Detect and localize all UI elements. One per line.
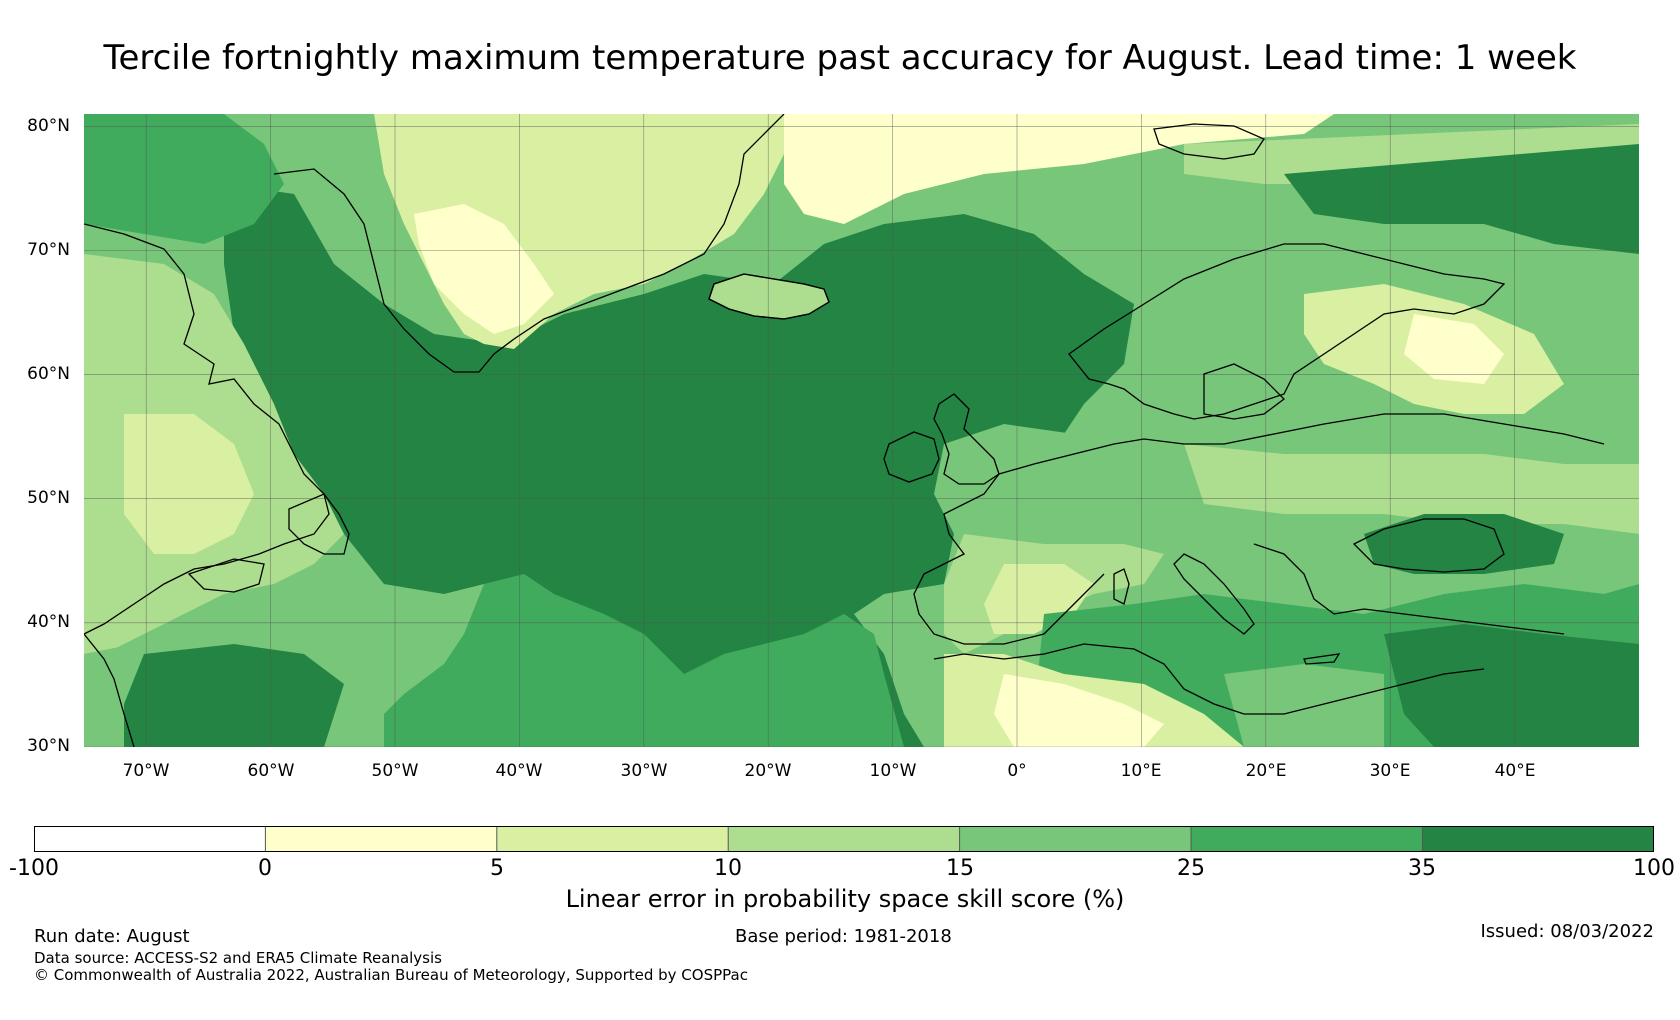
north-atlantic-high-skill-region bbox=[224, 184, 1134, 747]
sahara-mid bbox=[1224, 664, 1384, 747]
colorbar-label: Linear error in probability space skill … bbox=[565, 885, 1125, 913]
scandinavia-coastline bbox=[1068, 243, 1506, 420]
north-africa-coastline bbox=[933, 643, 1485, 715]
eastern-europe-mid bbox=[1184, 444, 1639, 534]
lon-label-30w: 30°W bbox=[620, 761, 668, 781]
baltic-coastline bbox=[1203, 363, 1285, 420]
canada-arctic-mid bbox=[84, 114, 284, 244]
lon-label-70w: 70°W bbox=[122, 761, 170, 781]
greenland-coastline bbox=[273, 114, 785, 373]
barents-high-skill bbox=[1284, 144, 1639, 254]
levant-high bbox=[1384, 624, 1639, 747]
greenland-interior-lowest bbox=[414, 204, 554, 334]
western-europe-mid bbox=[944, 424, 1244, 564]
svalbard-coastline bbox=[1153, 123, 1265, 160]
coastlines bbox=[84, 114, 1605, 747]
lat-label-30n: 30°N bbox=[27, 736, 70, 756]
copyright: © Commonwealth of Australia 2022, Austra… bbox=[34, 966, 748, 984]
colorbar-segment-25-35 bbox=[1191, 826, 1423, 852]
colorbar-frame bbox=[34, 826, 1654, 852]
data-source: Data source: ACCESS-S2 and ERA5 Climate … bbox=[34, 949, 442, 967]
colorbar-segment-neg100-0 bbox=[34, 826, 266, 852]
skill-score-map: 80°N 70°N 60°N 50°N 40°N 30°N 70°W 60°W … bbox=[27, 114, 1639, 781]
black-sea-coastline bbox=[1352, 518, 1505, 573]
lon-label-10e: 10°E bbox=[1120, 761, 1162, 781]
great-britain-coastline bbox=[933, 393, 1000, 485]
chart-title: Tercile fortnightly maximum temperature … bbox=[103, 38, 1577, 78]
lon-label-0: 0° bbox=[1007, 761, 1027, 781]
greenland-sea-low-skill bbox=[784, 114, 1334, 224]
lon-label-20e: 20°E bbox=[1245, 761, 1287, 781]
balkans-coastline bbox=[1253, 543, 1565, 635]
ireland-coastline bbox=[883, 431, 940, 483]
lat-label-70n: 70°N bbox=[27, 240, 70, 260]
colorbar-segment-15-25 bbox=[959, 826, 1191, 852]
west-russia-lowest bbox=[1404, 314, 1504, 384]
colorbar-tick-15: 15 bbox=[946, 856, 974, 881]
issued-date: Issued: 08/03/2022 bbox=[1480, 921, 1654, 942]
us-east-coastline bbox=[84, 633, 135, 747]
crete-coastline bbox=[1303, 653, 1341, 665]
black-sea-high bbox=[1364, 514, 1564, 574]
lat-label-40n: 40°N bbox=[27, 612, 70, 632]
base-period: Base period: 1981-2018 bbox=[735, 926, 952, 947]
colorbar-tick-100: 100 bbox=[1633, 856, 1675, 881]
nova-scotia-coastline bbox=[187, 558, 265, 593]
labrador-coastline bbox=[84, 223, 330, 635]
colorbar-tick-0: 0 bbox=[258, 856, 272, 881]
sardinia-coastline bbox=[1113, 568, 1130, 605]
colorbar-tick-25: 25 bbox=[1177, 856, 1205, 881]
colorbar-segment-35-100 bbox=[1422, 826, 1654, 852]
italy-coastline bbox=[1173, 553, 1255, 635]
latitude-gridlines bbox=[84, 126, 1639, 747]
run-date: Run date: August bbox=[34, 926, 190, 947]
lon-label-30e: 30°E bbox=[1369, 761, 1411, 781]
lon-label-10w: 10°W bbox=[869, 761, 917, 781]
colorbar-tick-neg100: -100 bbox=[9, 856, 59, 881]
north-africa-lowest bbox=[994, 674, 1164, 747]
lat-label-50n: 50°N bbox=[27, 488, 70, 508]
labrador-lowest bbox=[124, 414, 254, 554]
lon-label-50w: 50°W bbox=[371, 761, 419, 781]
longitude-gridlines bbox=[145, 114, 1515, 747]
lon-label-40e: 40°E bbox=[1494, 761, 1536, 781]
subtropical-high bbox=[124, 644, 344, 747]
newfoundland-coastline bbox=[288, 493, 350, 555]
lon-label-20w: 20°W bbox=[744, 761, 792, 781]
colorbar-segment-10-15 bbox=[728, 826, 960, 852]
colorbar-tick-10: 10 bbox=[714, 856, 742, 881]
colorbar bbox=[34, 826, 1654, 852]
barents-band bbox=[1184, 124, 1639, 184]
colorbar-segment-0-5 bbox=[265, 826, 497, 852]
lat-label-80n: 80°N bbox=[27, 116, 70, 136]
lon-label-60w: 60°W bbox=[247, 761, 295, 781]
iberia-coastline bbox=[913, 473, 1105, 645]
lat-label-60n: 60°N bbox=[27, 364, 70, 384]
europe-coastline bbox=[998, 413, 1605, 475]
iceland-coastline bbox=[708, 273, 830, 320]
colorbar-segment-5-10 bbox=[496, 826, 729, 852]
colorbar-tick-5: 5 bbox=[490, 856, 504, 881]
colorbar-tick-35: 35 bbox=[1408, 856, 1436, 881]
lon-label-40w: 40°W bbox=[495, 761, 543, 781]
